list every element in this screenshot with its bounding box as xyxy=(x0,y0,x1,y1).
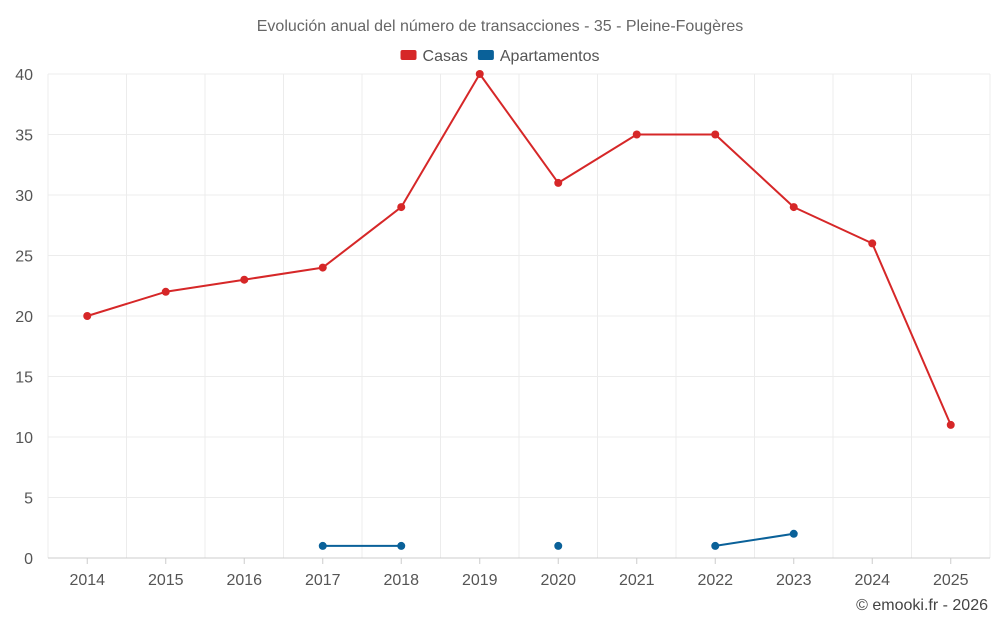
y-tick-label: 15 xyxy=(15,370,33,387)
data-point-apartamentos[interactable] xyxy=(711,541,720,550)
x-tick-label: 2018 xyxy=(383,572,419,589)
legend-label: Apartamentos xyxy=(500,48,600,65)
x-tick-label: 2023 xyxy=(776,572,812,589)
series-line-apartamentos xyxy=(715,532,794,547)
x-tick-label: 2024 xyxy=(854,572,890,589)
data-point-casas[interactable] xyxy=(83,312,92,320)
data-point-casas[interactable] xyxy=(475,70,484,78)
legend: Casas Apartamentos xyxy=(400,48,600,65)
y-tick-label: 40 xyxy=(15,67,33,84)
x-tick-label: 2015 xyxy=(148,572,184,589)
data-point-casas[interactable] xyxy=(318,263,327,272)
x-tick-label: 2014 xyxy=(69,572,105,589)
x-tick-label: 2022 xyxy=(697,572,733,589)
data-point-casas[interactable] xyxy=(554,178,563,187)
y-tick-label: 10 xyxy=(15,430,33,447)
y-tick-label: 25 xyxy=(15,249,33,266)
x-tick-label: 2020 xyxy=(540,572,576,589)
data-point-casas[interactable] xyxy=(711,130,720,139)
data-point-casas[interactable] xyxy=(789,203,798,212)
x-tick-label: 2025 xyxy=(933,572,969,589)
x-tick-label: 2017 xyxy=(305,572,341,589)
y-tick-label: 0 xyxy=(24,551,33,568)
grid xyxy=(47,73,991,558)
y-tick-label: 30 xyxy=(15,188,33,205)
data-point-casas[interactable] xyxy=(868,239,877,248)
series-layer xyxy=(83,70,955,550)
x-tick-label: 2021 xyxy=(619,572,655,589)
x-tick-label: 2016 xyxy=(226,572,262,589)
data-point-casas[interactable] xyxy=(946,420,955,429)
data-point-casas[interactable] xyxy=(632,130,641,139)
series-line-casas xyxy=(86,73,952,426)
legend-item-casas[interactable]: Casas xyxy=(400,48,468,65)
data-point-casas[interactable] xyxy=(161,287,170,296)
chart-title: Evolución anual del número de transaccio… xyxy=(257,18,744,35)
legend-swatch xyxy=(477,50,494,60)
credit-label: © emooki.fr - 2026 xyxy=(856,597,988,614)
y-tick-label: 5 xyxy=(24,491,33,508)
legend-item-apartamentos[interactable]: Apartamentos xyxy=(477,48,600,65)
data-point-apartamentos[interactable] xyxy=(318,541,327,550)
data-point-apartamentos[interactable] xyxy=(397,541,406,550)
data-point-apartamentos[interactable] xyxy=(789,529,798,538)
data-point-casas[interactable] xyxy=(397,203,406,212)
legend-label: Casas xyxy=(423,48,468,65)
x-tick-label: 2019 xyxy=(462,572,498,589)
legend-swatch xyxy=(400,50,417,60)
data-point-casas[interactable] xyxy=(240,275,249,284)
y-tick-label: 20 xyxy=(15,309,33,326)
data-point-apartamentos[interactable] xyxy=(554,541,563,550)
y-tick-label: 35 xyxy=(15,128,33,145)
